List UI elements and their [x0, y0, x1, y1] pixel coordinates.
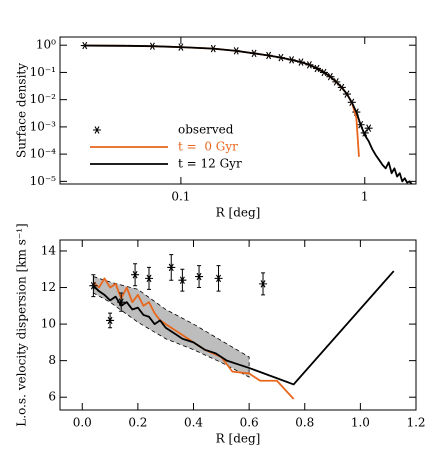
x-tick-label: 1: [361, 190, 369, 204]
y-axis-label: Surface density: [15, 63, 29, 158]
plot-frame: [59, 36, 417, 185]
observed-point: [214, 274, 223, 283]
observed-point: [259, 280, 268, 288]
y-tick-label: 12: [41, 280, 56, 294]
y-tick-label: 14: [41, 243, 57, 257]
y-tick-label: 10⁻⁴: [30, 147, 57, 161]
x-tick-label: 0.2: [128, 416, 147, 430]
y-tick-label: 10⁻²: [30, 92, 57, 106]
x-tick-label: 1.0: [351, 416, 370, 430]
x-tick-label: 0.1: [171, 190, 190, 204]
x-tick-label: 0.4: [184, 416, 203, 430]
observed-point: [167, 263, 176, 272]
x-tick-label: 1.2: [406, 416, 425, 430]
observed-point: [131, 270, 140, 279]
model-line: [92, 270, 395, 386]
observed-point: [145, 274, 153, 283]
observed-point: [178, 276, 187, 284]
legend-marker: [93, 126, 101, 134]
model-line: [92, 277, 295, 400]
model-line: [84, 44, 413, 184]
observed-point: [195, 272, 204, 281]
observed-point: [89, 281, 98, 290]
panel: 0.1 1 10⁰ 10⁻¹ 10⁻² 10⁻³ 10⁻⁴ 10⁻⁵ R [deg] Surfac…: [15, 36, 417, 220]
observed-point: [106, 316, 115, 325]
x-tick-label: 0.8: [295, 416, 314, 430]
x-tick-label: 0.6: [240, 416, 259, 430]
y-tick-label: 10⁻¹: [30, 65, 56, 79]
observed-point: [364, 124, 373, 132]
y-tick-label: 10⁻³: [30, 119, 57, 133]
panel: 0.0 0.2 0.4 0.6 0.8 1.0 1.2 6 8 10 12 14 R [deg] L.o.…: [15, 223, 426, 445]
y-tick-label: 6: [48, 390, 56, 404]
x-axis-label: R [deg]: [216, 206, 261, 220]
plot-frame: [59, 239, 417, 411]
y-tick-label: 10⁻⁵: [30, 174, 57, 188]
x-tick-label: 0.0: [73, 416, 92, 430]
legend-label: observed: [178, 123, 234, 137]
legend-label: t = 12 Gyr: [178, 157, 242, 171]
x-axis-label: R [deg]: [216, 432, 261, 446]
observed-point: [117, 298, 126, 306]
y-axis-label: L.o.s. velocity dispersion [km s⁻¹]: [15, 223, 29, 426]
y-tick-label: 8: [48, 353, 56, 367]
y-tick-label: 10: [41, 317, 56, 331]
y-tick-label: 10⁰: [36, 38, 56, 52]
legend-label: t = 0 Gyr: [178, 140, 238, 154]
